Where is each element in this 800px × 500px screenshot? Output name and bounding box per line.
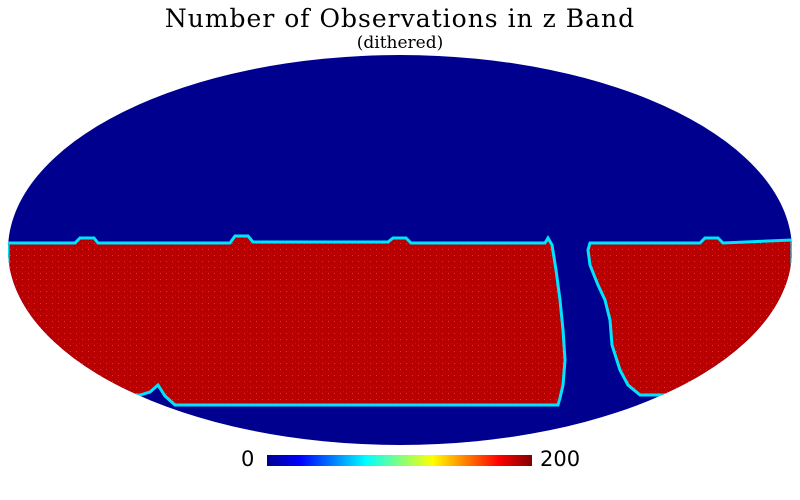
map-title: Number of Observations in z Band	[164, 4, 636, 33]
colorbar-min-label: 0	[241, 447, 255, 471]
colorbar	[267, 455, 532, 466]
map-subtitle: (dithered)	[356, 33, 444, 53]
observed-footprint-left	[8, 234, 567, 407]
colorbar-max-label: 200	[540, 447, 581, 471]
